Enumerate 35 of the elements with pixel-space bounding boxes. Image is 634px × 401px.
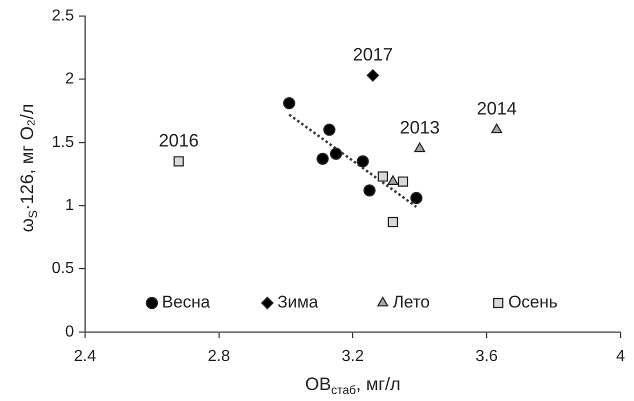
point — [388, 216, 398, 228]
y-tick-label: 1 — [65, 197, 74, 214]
point — [398, 176, 408, 187]
point — [174, 156, 184, 166]
y-tick-label: 2 — [65, 70, 74, 88]
annotation: 2016 — [158, 130, 199, 150]
point — [356, 155, 369, 168]
y-tick-label: 0.5 — [52, 260, 74, 278]
point — [491, 124, 502, 134]
point — [323, 124, 336, 136]
legend-label: Осень — [508, 292, 558, 312]
x-tick-label: 4 — [616, 348, 626, 366]
point — [410, 192, 422, 204]
point — [378, 171, 388, 182]
x-axis-title: ОВ$_{стаб}$, мг/л — [305, 374, 400, 397]
y-tick-label: 1.5 — [52, 134, 74, 151]
point — [363, 184, 376, 197]
point — [414, 142, 426, 152]
legend-label: Зима — [277, 292, 319, 312]
y-tick-label: 2.5 — [52, 7, 74, 24]
annotation: 2013 — [400, 118, 440, 138]
annotation: 2017 — [352, 44, 393, 64]
point — [316, 152, 329, 165]
x-tick-label: 3.2 — [342, 348, 364, 366]
y-tick-label: 0 — [65, 323, 74, 340]
x-tick-label: 3.6 — [476, 348, 498, 366]
point — [330, 148, 342, 160]
x-tick-label: 2.8 — [208, 348, 230, 366]
annotation: 2014 — [476, 98, 517, 119]
x-tick-label: 2.4 — [74, 348, 96, 366]
point — [387, 175, 398, 185]
point — [283, 97, 296, 110]
legend-label: Весна — [162, 292, 211, 312]
point — [366, 69, 380, 82]
legend-label: Лето — [392, 292, 430, 312]
